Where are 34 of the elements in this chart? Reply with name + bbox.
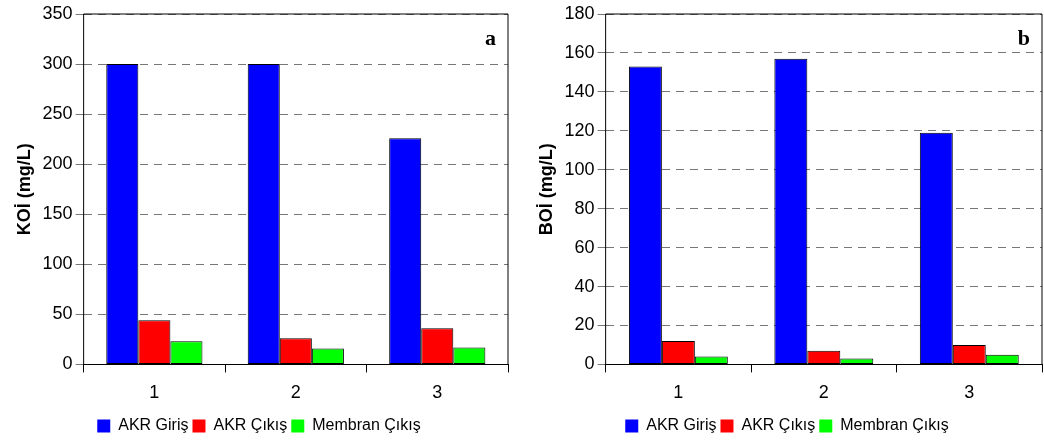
y-tick-label: 120 [564, 119, 595, 140]
y-tick-label: 160 [564, 41, 595, 62]
annotation: a [485, 24, 496, 50]
x-tick-label: 3 [964, 382, 975, 403]
y-tick-label: 250 [42, 103, 73, 124]
legend-label: AKR Giriş [646, 416, 717, 434]
x-tick-label: 2 [818, 382, 829, 403]
legend-label: AKR Çıkış [213, 416, 288, 434]
legend-label: AKR Çıkış [741, 416, 816, 434]
y-tick-label: 100 [564, 158, 595, 179]
y-tick-label: 150 [42, 203, 73, 224]
x-tick-label: 1 [149, 382, 160, 403]
y-tick-label: 60 [574, 236, 595, 257]
annotation: b [1017, 24, 1030, 50]
y-tick-label: 80 [574, 197, 595, 218]
y-tick-label: 140 [564, 80, 595, 101]
y-tick-label: 50 [52, 303, 73, 324]
y-tick-label: 200 [42, 153, 73, 174]
y-tick-label: 100 [42, 253, 73, 274]
y-tick-label: 20 [574, 314, 595, 335]
legend-label: Membran Çıkış [840, 416, 949, 434]
y-tick-label: 0 [584, 353, 595, 374]
y-tick-label: 300 [42, 53, 73, 74]
y-tick-label: 40 [574, 275, 595, 296]
y-axis-title: KOİ (mg/L) [13, 143, 34, 236]
legend-label: Membran Çıkış [312, 416, 421, 434]
legend-label: AKR Giriş [118, 416, 189, 434]
y-tick-label: 350 [42, 2, 73, 23]
x-tick-label: 2 [290, 382, 301, 403]
y-tick-label: 0 [62, 353, 73, 374]
y-tick-label: 180 [564, 2, 595, 23]
x-tick-label: 1 [673, 382, 684, 403]
y-axis-title: BOİ (mg/L) [535, 143, 556, 236]
x-tick-label: 3 [432, 382, 443, 403]
